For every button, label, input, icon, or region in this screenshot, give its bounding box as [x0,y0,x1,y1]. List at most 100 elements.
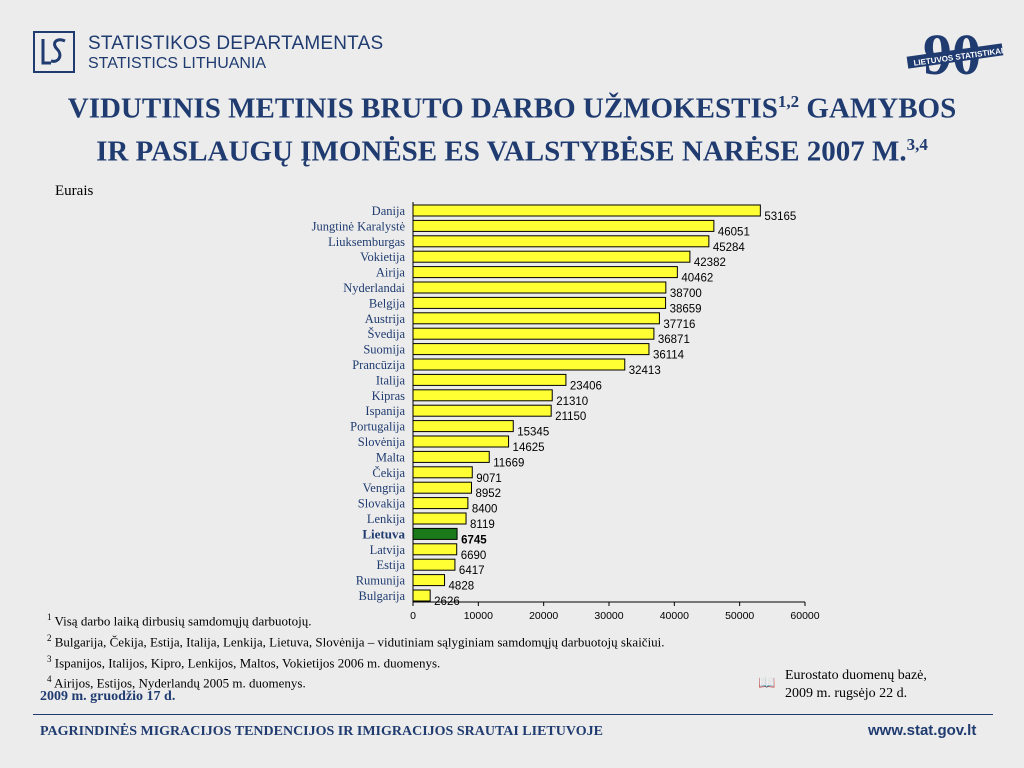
footnote-3-mark: 3 [47,653,52,664]
bar-cekija [412,466,473,479]
category-label-italija: Italija [376,373,406,387]
footer-divider [33,714,993,715]
category-label-jungtine-karalyste: Jungtinė Karalystė [312,219,406,233]
bar-suomija [412,343,650,356]
bar-estija [412,558,456,571]
bar-rumunija [412,574,446,587]
value-label-lenkija: 8119 [470,519,495,531]
book-icon: 📖 [758,676,776,691]
category-label-vengrija: Vengrija [363,481,406,495]
footnote-4: 4 Airijos, Estijos, Nyderlandų 2005 m. d… [47,671,665,692]
value-label-italija: 23406 [570,380,602,392]
value-label-nyderlandai: 38700 [670,288,702,300]
footnote-1: 1 Visą darbo laiką dirbusių samdomųjų da… [47,609,665,630]
category-label-lenkija: Lenkija [367,512,406,526]
value-label-cekija: 9071 [476,473,502,485]
publication-date: 2009 m. gruodžio 17 d. [40,689,176,704]
bar-prancuzija [412,358,626,371]
category-label-austrija: Austrija [365,312,406,326]
x-tick-label-20000: 20000 [529,610,558,622]
source: 📖 Eurostato duomenų bazė, 2009 m. rugsėj… [758,667,927,703]
x-tick-label-60000: 60000 [790,610,819,622]
x-tick-label-30000: 30000 [594,610,623,622]
value-label-austrija: 37716 [663,319,695,331]
bar-kipras [412,389,553,402]
bar-lenkija [412,512,467,525]
org-name-en: STATISTICS LITHUANIA [88,55,267,72]
footnotes: 1 Visą darbo laiką dirbusių samdomųjų da… [47,609,665,692]
bar-malta [412,450,490,463]
header: STATISTIKOS DEPARTAMENTAS STATISTICS LIT… [0,0,1024,80]
x-tick-label-10000: 10000 [464,610,493,622]
bar-jungtine-karalyste [412,219,715,232]
value-label-estija: 6417 [459,565,485,577]
category-label-ispanija: Ispanija [365,404,405,418]
value-label-kipras: 21310 [556,396,588,408]
footnote-4-text: Airijos, Estijos, Nyderlandų 2005 m. duo… [51,675,306,691]
category-label-kipras: Kipras [372,389,405,403]
title-line2-sup: 3,4 [906,134,928,154]
bar-belgija [412,296,667,309]
footnote-4-mark: 4 [47,674,52,685]
org-name: STATISTIKOS DEPARTAMENTAS [88,33,384,54]
value-label-portugalija: 15345 [517,427,549,439]
title-line1-end: GAMYBOS [799,92,957,125]
bar-italija [412,373,567,386]
category-label-portugalija: Portugalija [350,420,405,434]
logo-icon [41,38,66,65]
footer-title: PAGRINDINĖS MIGRACIJOS TENDENCIJOS IR IM… [40,724,603,739]
value-label-malta: 11669 [493,457,524,469]
category-label-danija: Danija [372,204,406,218]
value-label-jungtine-karalyste: 46051 [718,226,750,238]
footnote-2-mark: 2 [47,632,52,643]
x-axis: 0 10000 20000 30000 40000 50000 60000 [410,202,820,622]
source-line1: Eurostato duomenų bazė, [785,668,927,683]
bar-bulgarija [412,589,431,602]
bar-slovenija [412,435,510,448]
category-label-estija: Estija [377,558,406,572]
category-label-nyderlandai: Nyderlandai [343,281,405,295]
bar-vokietija [412,250,691,263]
value-label-vengrija: 8952 [475,488,501,500]
title-line1: VIDUTINIS METINIS BRUTO DARBO UŽMOKESTIS [67,92,778,125]
footnote-2: 2 Bulgarija, Čekija, Estija, Italija, Le… [47,630,665,651]
category-label-belgija: Belgija [369,296,406,310]
logo [33,31,75,73]
category-label-rumunija: Rumunija [356,574,406,588]
bar-nyderlandai [412,281,667,294]
category-label-vokietija: Vokietija [360,250,405,264]
chart-unit-label: Eurais [55,183,94,199]
x-tick-label-50000: 50000 [725,610,754,622]
x-tick-label-40000: 40000 [660,610,689,622]
category-label-slovakija: Slovakija [358,497,406,511]
title-line1-sup: 1,2 [777,92,800,111]
bar-portugalija [412,420,514,433]
source-line2: 2009 m. rugsėjo 22 d. [785,686,908,701]
bar-ispanija [412,404,552,417]
value-label-rumunija: 4828 [449,581,475,593]
category-label-slovenija: Slovėnija [358,435,406,449]
value-label-prancuzija: 32413 [629,365,661,377]
category-label-latvija: Latvija [370,543,406,557]
footnote-3: 3 Ispanijos, Italijos, Kipro, Lenkijos, … [47,651,665,672]
bar-vengrija [412,481,472,494]
category-label-prancuzija: Prancūzija [352,358,405,372]
bar-airija [412,266,678,279]
value-label-lietuva: 6745 [461,534,487,546]
category-label-suomija: Suomija [363,343,405,357]
value-label-suomija: 36114 [653,350,685,362]
value-label-vokietija: 42382 [694,257,726,269]
title-line2: IR PASLAUGŲ ĮMONĖSE ES VALSTYBĖSE NARĖSE… [96,135,907,168]
value-label-latvija: 6690 [461,550,487,562]
footer-url-link[interactable]: www.stat.gov.lt [868,722,977,739]
category-label-liuksemburgas: Liuksemburgas [328,235,405,249]
bar-austrija [412,312,660,325]
footnote-2-text: Bulgarija, Čekija, Estija, Italija, Lenk… [51,634,665,650]
category-label-malta: Malta [376,450,406,464]
bars: Danija 53165 Jungtinė Karalystė 46051 Liukse… [312,204,797,608]
bar-danija [412,204,761,217]
category-label-airija: Airija [376,266,406,280]
bar-liuksemburgas [412,235,710,248]
value-label-airija: 40462 [681,273,713,285]
